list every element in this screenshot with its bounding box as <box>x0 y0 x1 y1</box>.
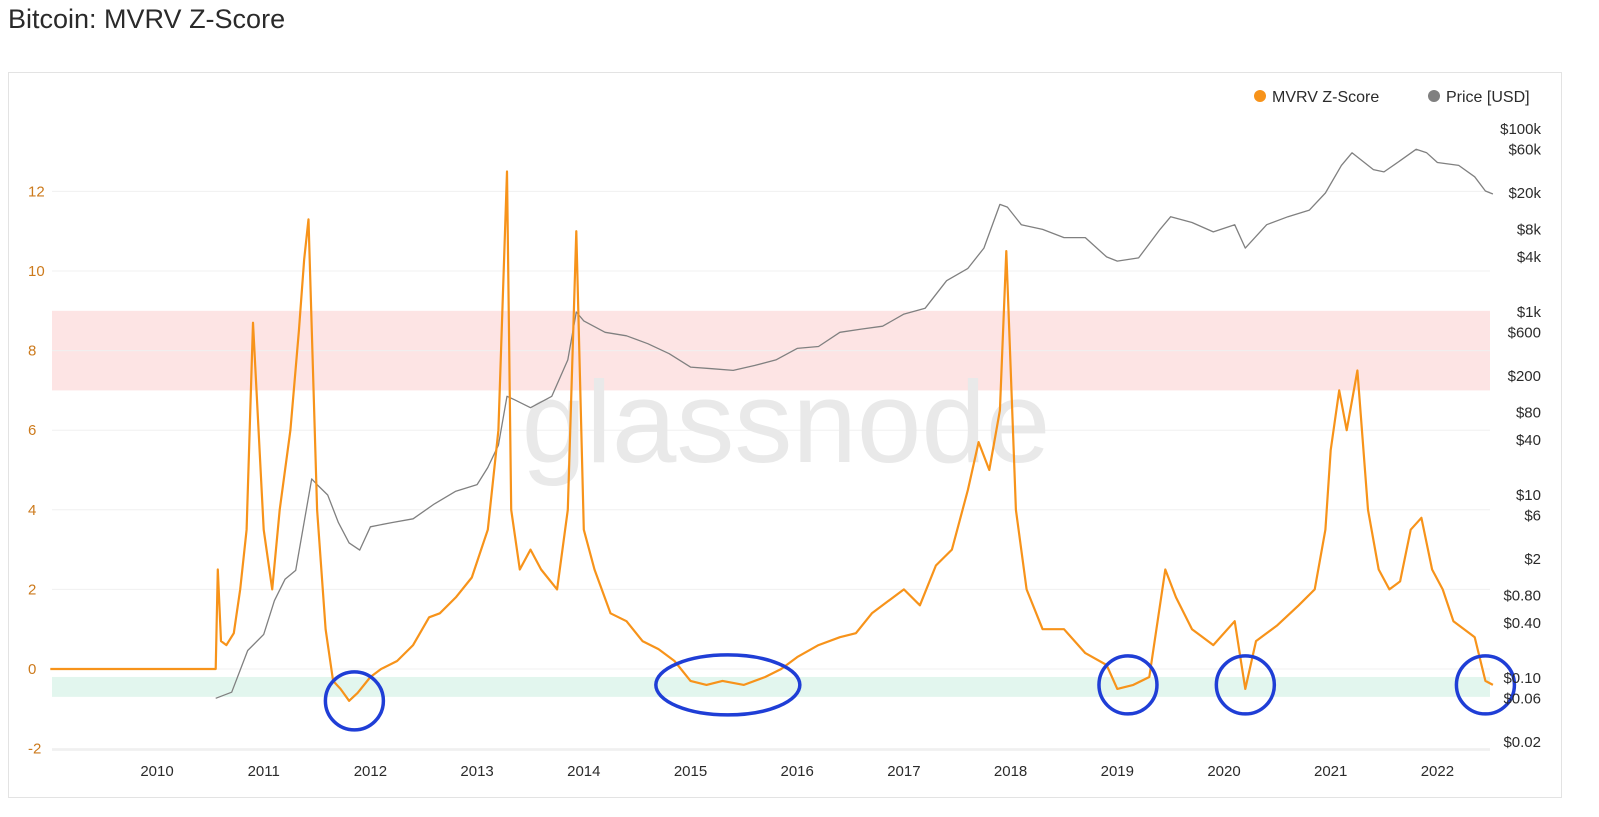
y-left-tick: 4 <box>28 502 36 519</box>
y-right-tick: $0.10 <box>1503 670 1541 687</box>
y-left-tick: 12 <box>28 183 45 200</box>
legend-item-mvrv[interactable]: MVRV Z-Score <box>1254 89 1379 106</box>
right-axis-ticks: $100k $60k $20k $8k $4k $1k $600 $200 $80 $40 $10 $… <box>1500 121 1541 751</box>
y-right-tick: $40 <box>1516 432 1541 449</box>
y-right-tick: $60k <box>1508 141 1541 158</box>
y-left-tick: 10 <box>28 263 45 280</box>
y-right-tick: $20k <box>1508 185 1541 202</box>
y-right-tick: $0.80 <box>1503 587 1541 604</box>
legend-item-price[interactable]: Price [USD] <box>1428 89 1530 106</box>
y-right-tick: $8k <box>1517 221 1542 238</box>
y-right-tick: $2 <box>1524 551 1541 568</box>
grid-lines <box>52 190 1490 751</box>
y-left-tick: 6 <box>28 422 36 439</box>
y-left-tick: 0 <box>28 661 36 678</box>
y-right-tick: $80 <box>1516 404 1541 421</box>
chart-panel <box>8 72 1562 798</box>
page-title: Bitcoin: MVRV Z-Score <box>8 4 286 34</box>
x-tick: 2022 <box>1421 763 1454 780</box>
y-left-tick: 2 <box>28 581 36 598</box>
highlight-circle <box>654 653 802 717</box>
y-right-tick: $600 <box>1508 324 1541 341</box>
x-tick: 2012 <box>354 763 387 780</box>
price-line <box>215 148 1494 699</box>
y-right-tick: $200 <box>1508 368 1541 385</box>
y-right-tick: $0.02 <box>1503 734 1541 751</box>
y-right-tick: $6 <box>1524 507 1541 524</box>
legend-mvrv-label: MVRV Z-Score <box>1272 89 1379 106</box>
x-tick: 2018 <box>994 763 1027 780</box>
x-axis-ticks: 2010 2011 2012 2013 2014 2015 2016 2017 2018 2019… <box>140 763 1454 780</box>
legend-price-dot <box>1428 90 1440 102</box>
x-tick: 2021 <box>1314 763 1347 780</box>
x-tick: 2019 <box>1101 763 1134 780</box>
y-left-tick: 8 <box>28 343 36 360</box>
x-tick: 2020 <box>1207 763 1240 780</box>
y-right-tick: $0.06 <box>1503 690 1541 707</box>
y-right-tick: $10 <box>1516 487 1541 504</box>
y-left-tick: -2 <box>28 741 41 758</box>
x-tick: 2013 <box>460 763 493 780</box>
left-axis-ticks: 12 10 8 6 4 2 0 -2 <box>28 183 45 757</box>
y-right-tick: $1k <box>1517 304 1542 321</box>
highlight-circle <box>1097 654 1159 716</box>
series-lines <box>50 148 1494 702</box>
mvrv-line <box>50 170 1494 702</box>
x-tick: 2016 <box>781 763 814 780</box>
x-tick: 2014 <box>567 763 600 780</box>
highlight-circle <box>1454 654 1517 716</box>
highlight-circle <box>323 670 386 732</box>
zone-band <box>52 676 1490 697</box>
x-tick: 2010 <box>140 763 173 780</box>
highlight-circles <box>323 653 1517 732</box>
legend: MVRV Z-Score Price [USD] <box>1254 89 1530 106</box>
legend-price-label: Price [USD] <box>1446 89 1530 106</box>
highlight-circle <box>1214 654 1277 716</box>
y-right-tick: $100k <box>1500 121 1541 138</box>
watermark: glassnode <box>522 357 1051 487</box>
y-right-tick: $4k <box>1517 249 1542 266</box>
legend-mvrv-dot <box>1254 90 1266 102</box>
x-tick: 2011 <box>248 763 280 780</box>
y-right-tick: $0.40 <box>1503 615 1541 632</box>
x-tick: 2015 <box>674 763 707 780</box>
x-tick: 2017 <box>887 763 920 780</box>
